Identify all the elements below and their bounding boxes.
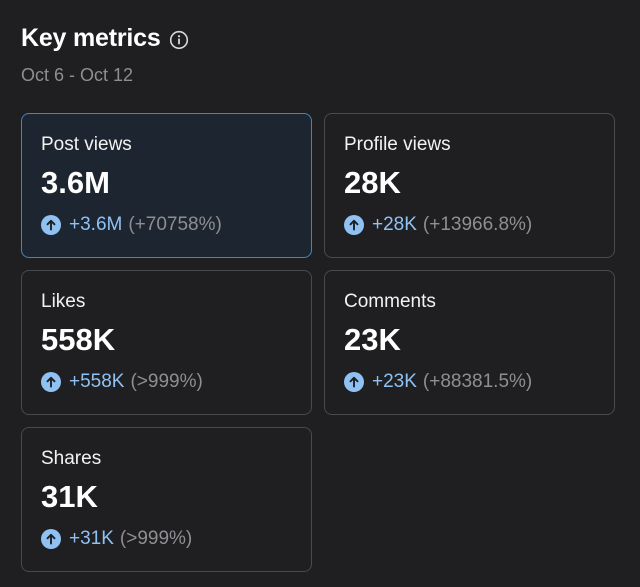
arrow-up-circle-icon [41,215,61,235]
metric-card-profile-views[interactable]: Profile views 28K +28K (+13966.8%) [324,113,615,258]
metric-value: 28K [344,165,401,200]
metric-delta: +558K [69,371,125,392]
metric-change: +31K (>999%) [41,528,292,550]
date-range: Oct 6 - Oct 12 [21,65,134,85]
metric-percent: (>999%) [130,371,203,392]
title-row: Key metrics [21,24,189,53]
metric-value: 558K [41,322,116,357]
metric-percent: (+70758%) [128,214,222,235]
metric-change: +23K (+88381.5%) [344,371,595,393]
key-metrics-header: Key metrics Oct 6 - Oct 12 [21,24,189,86]
metric-change: +558K (>999%) [41,371,292,393]
metric-card-shares[interactable]: Shares 31K +31K (>999%) [21,427,312,572]
metric-delta: +31K [69,528,114,549]
metric-value: 31K [41,479,98,514]
metric-label: Likes [41,291,86,312]
metric-change: +3.6M (+70758%) [41,214,292,236]
metric-delta: +23K [372,371,417,392]
metric-delta: +28K [372,214,417,235]
metric-percent: (>999%) [119,528,193,549]
metric-label: Comments [344,291,436,312]
metric-card-likes[interactable]: Likes 558K +558K (>999%) [21,270,312,415]
metric-label: Profile views [344,134,451,155]
metric-percent: (+88381.5%) [422,371,533,392]
info-icon[interactable] [169,30,189,50]
metric-label: Shares [41,448,102,469]
arrow-up-circle-icon [41,529,61,549]
arrow-up-circle-icon [344,372,364,392]
metric-delta: +3.6M [69,214,123,235]
page-title: Key metrics [21,24,161,52]
metric-percent: (+13966.8%) [422,214,533,235]
arrow-up-circle-icon [344,215,364,235]
metric-value: 23K [344,322,401,357]
metric-label: Post views [41,134,132,155]
metric-value: 3.6M [41,165,110,200]
metric-card-comments[interactable]: Comments 23K +23K (+88381.5%) [324,270,615,415]
arrow-up-circle-icon [41,372,61,392]
metric-card-post-views[interactable]: Post views 3.6M +3.6M (+70758%) [21,113,312,258]
metric-change: +28K (+13966.8%) [344,214,595,236]
metrics-grid: Post views 3.6M +3.6M (+70758%) Profile … [21,113,615,572]
